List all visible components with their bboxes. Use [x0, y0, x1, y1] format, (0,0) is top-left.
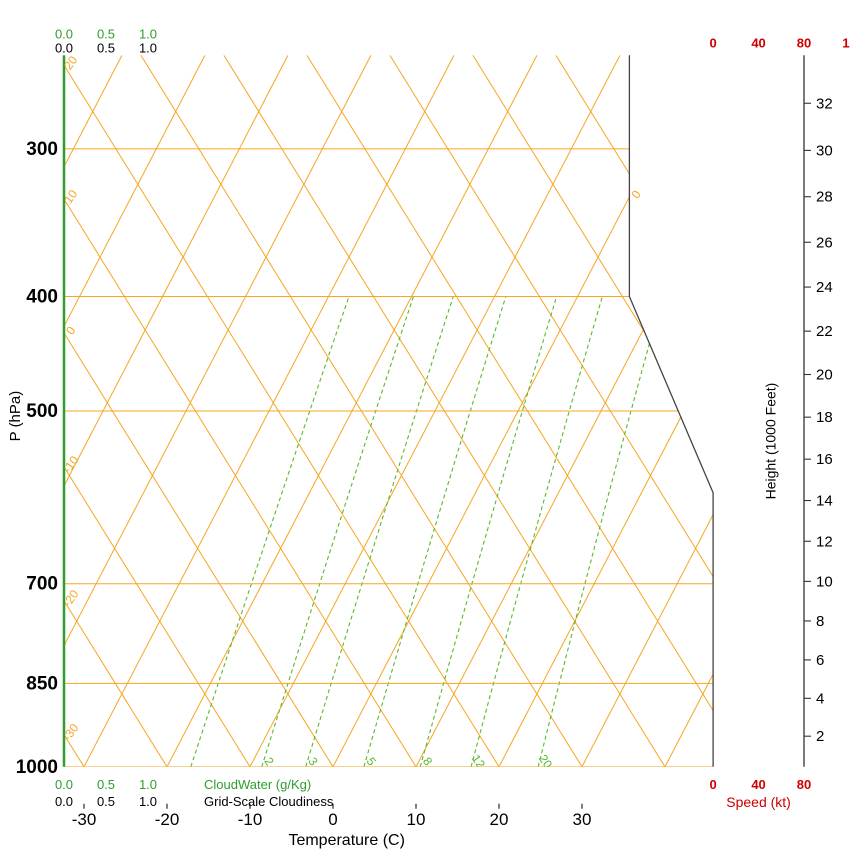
svg-text:24: 24 — [816, 279, 833, 296]
svg-text:26: 26 — [816, 234, 833, 251]
svg-text:700: 700 — [26, 574, 58, 595]
svg-text:Speed (kt): Speed (kt) — [726, 794, 791, 810]
svg-text:-30: -30 — [72, 810, 97, 829]
svg-text:30: 30 — [573, 810, 592, 829]
svg-text:P (hPa): P (hPa) — [7, 391, 24, 442]
svg-text:-20: -20 — [155, 810, 180, 829]
svg-text:850: 850 — [26, 673, 58, 694]
svg-text:0.0: 0.0 — [55, 794, 73, 809]
svg-text:4: 4 — [816, 690, 824, 707]
svg-text:0: 0 — [328, 810, 337, 829]
svg-text:0.5: 0.5 — [97, 26, 115, 41]
svg-text:0.0: 0.0 — [55, 26, 73, 41]
svg-text:1.0: 1.0 — [139, 794, 157, 809]
svg-text:32: 32 — [816, 95, 833, 112]
svg-text:0.5: 0.5 — [97, 794, 115, 809]
svg-text:Height (1000 Feet): Height (1000 Feet) — [763, 383, 779, 500]
svg-text:40: 40 — [751, 35, 765, 50]
svg-text:300: 300 — [26, 139, 58, 160]
svg-text:2: 2 — [816, 728, 824, 745]
svg-text:0.0: 0.0 — [55, 40, 73, 55]
svg-text:18: 18 — [816, 409, 833, 426]
svg-text:22: 22 — [816, 323, 833, 340]
svg-text:400: 400 — [26, 287, 58, 308]
svg-text:0: 0 — [709, 777, 716, 792]
svg-text:12: 12 — [842, 35, 850, 50]
svg-text:20: 20 — [490, 810, 509, 829]
svg-text:6: 6 — [816, 652, 824, 669]
svg-text:28: 28 — [816, 189, 833, 206]
svg-text:0: 0 — [709, 35, 716, 50]
svg-text:1.0: 1.0 — [139, 777, 157, 792]
svg-text:80: 80 — [797, 35, 811, 50]
svg-text:0.5: 0.5 — [97, 40, 115, 55]
svg-text:0.0: 0.0 — [55, 777, 73, 792]
svg-text:30: 30 — [816, 142, 833, 159]
svg-text:12: 12 — [816, 533, 833, 550]
svg-text:14: 14 — [816, 493, 833, 510]
svg-text:8: 8 — [816, 613, 824, 630]
svg-text:20: 20 — [816, 366, 833, 383]
svg-text:40: 40 — [751, 777, 765, 792]
svg-text:1.0: 1.0 — [139, 26, 157, 41]
svg-text:16: 16 — [816, 451, 833, 468]
svg-text:-10: -10 — [238, 810, 263, 829]
svg-text:10: 10 — [407, 810, 426, 829]
svg-text:10: 10 — [816, 573, 833, 590]
svg-text:CloudWater (g/Kg): CloudWater (g/Kg) — [204, 777, 311, 792]
svg-text:Temperature (C): Temperature (C) — [288, 832, 404, 849]
svg-text:1.0: 1.0 — [139, 40, 157, 55]
svg-text:0.5: 0.5 — [97, 777, 115, 792]
svg-text:80: 80 — [797, 777, 811, 792]
svg-text:500: 500 — [26, 401, 58, 422]
svg-text:Grid-Scale Cloudiness: Grid-Scale Cloudiness — [204, 794, 334, 809]
svg-text:1000: 1000 — [16, 757, 58, 778]
